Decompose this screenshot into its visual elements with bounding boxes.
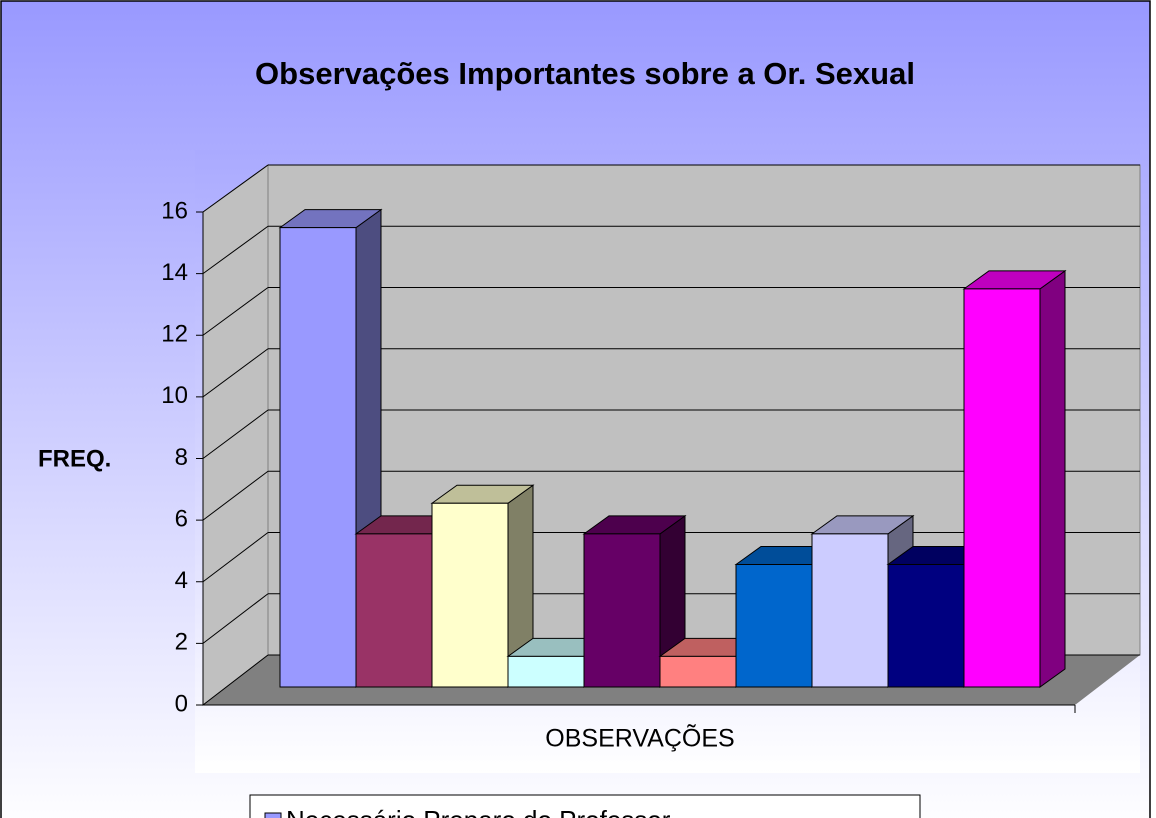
legend-label: Necessário Preparo do Professor [286, 805, 671, 818]
y-tick-label: 14 [161, 259, 188, 286]
bar [583, 533, 661, 688]
side-wall [202, 164, 269, 707]
grid-line [202, 164, 269, 213]
grid-line [202, 348, 269, 398]
bar [431, 502, 509, 688]
bar [507, 655, 585, 688]
bar [355, 533, 433, 688]
bar [659, 655, 737, 688]
legend [249, 794, 921, 818]
chart-title: Observações Importantes sobre a Or. Sexu… [255, 56, 915, 91]
grid-line [202, 654, 269, 706]
y-tick-label: 8 [175, 444, 188, 471]
y-tick-label: 6 [175, 505, 188, 532]
y-tick-label: 4 [175, 567, 188, 594]
bar [811, 533, 889, 688]
bar [887, 564, 965, 688]
y-tick-label: 16 [161, 197, 188, 224]
grid-line [202, 225, 269, 275]
y-tick-label: 0 [175, 690, 188, 717]
bar [279, 227, 357, 688]
bar [963, 288, 1041, 688]
grid-line [202, 287, 269, 336]
y-axis-label: FREQ. [38, 445, 111, 472]
grid-line [202, 532, 269, 583]
grid-line [202, 470, 269, 521]
legend-swatch [264, 812, 282, 818]
bar-side [1039, 269, 1066, 688]
y-tick-label: 10 [161, 382, 188, 409]
bar [735, 564, 813, 688]
grid-line [202, 409, 269, 459]
x-axis-label: OBSERVAÇÕES [545, 724, 734, 753]
y-tick-label: 2 [175, 629, 188, 656]
y-tick-label: 12 [161, 321, 188, 348]
grid-line [202, 593, 269, 644]
